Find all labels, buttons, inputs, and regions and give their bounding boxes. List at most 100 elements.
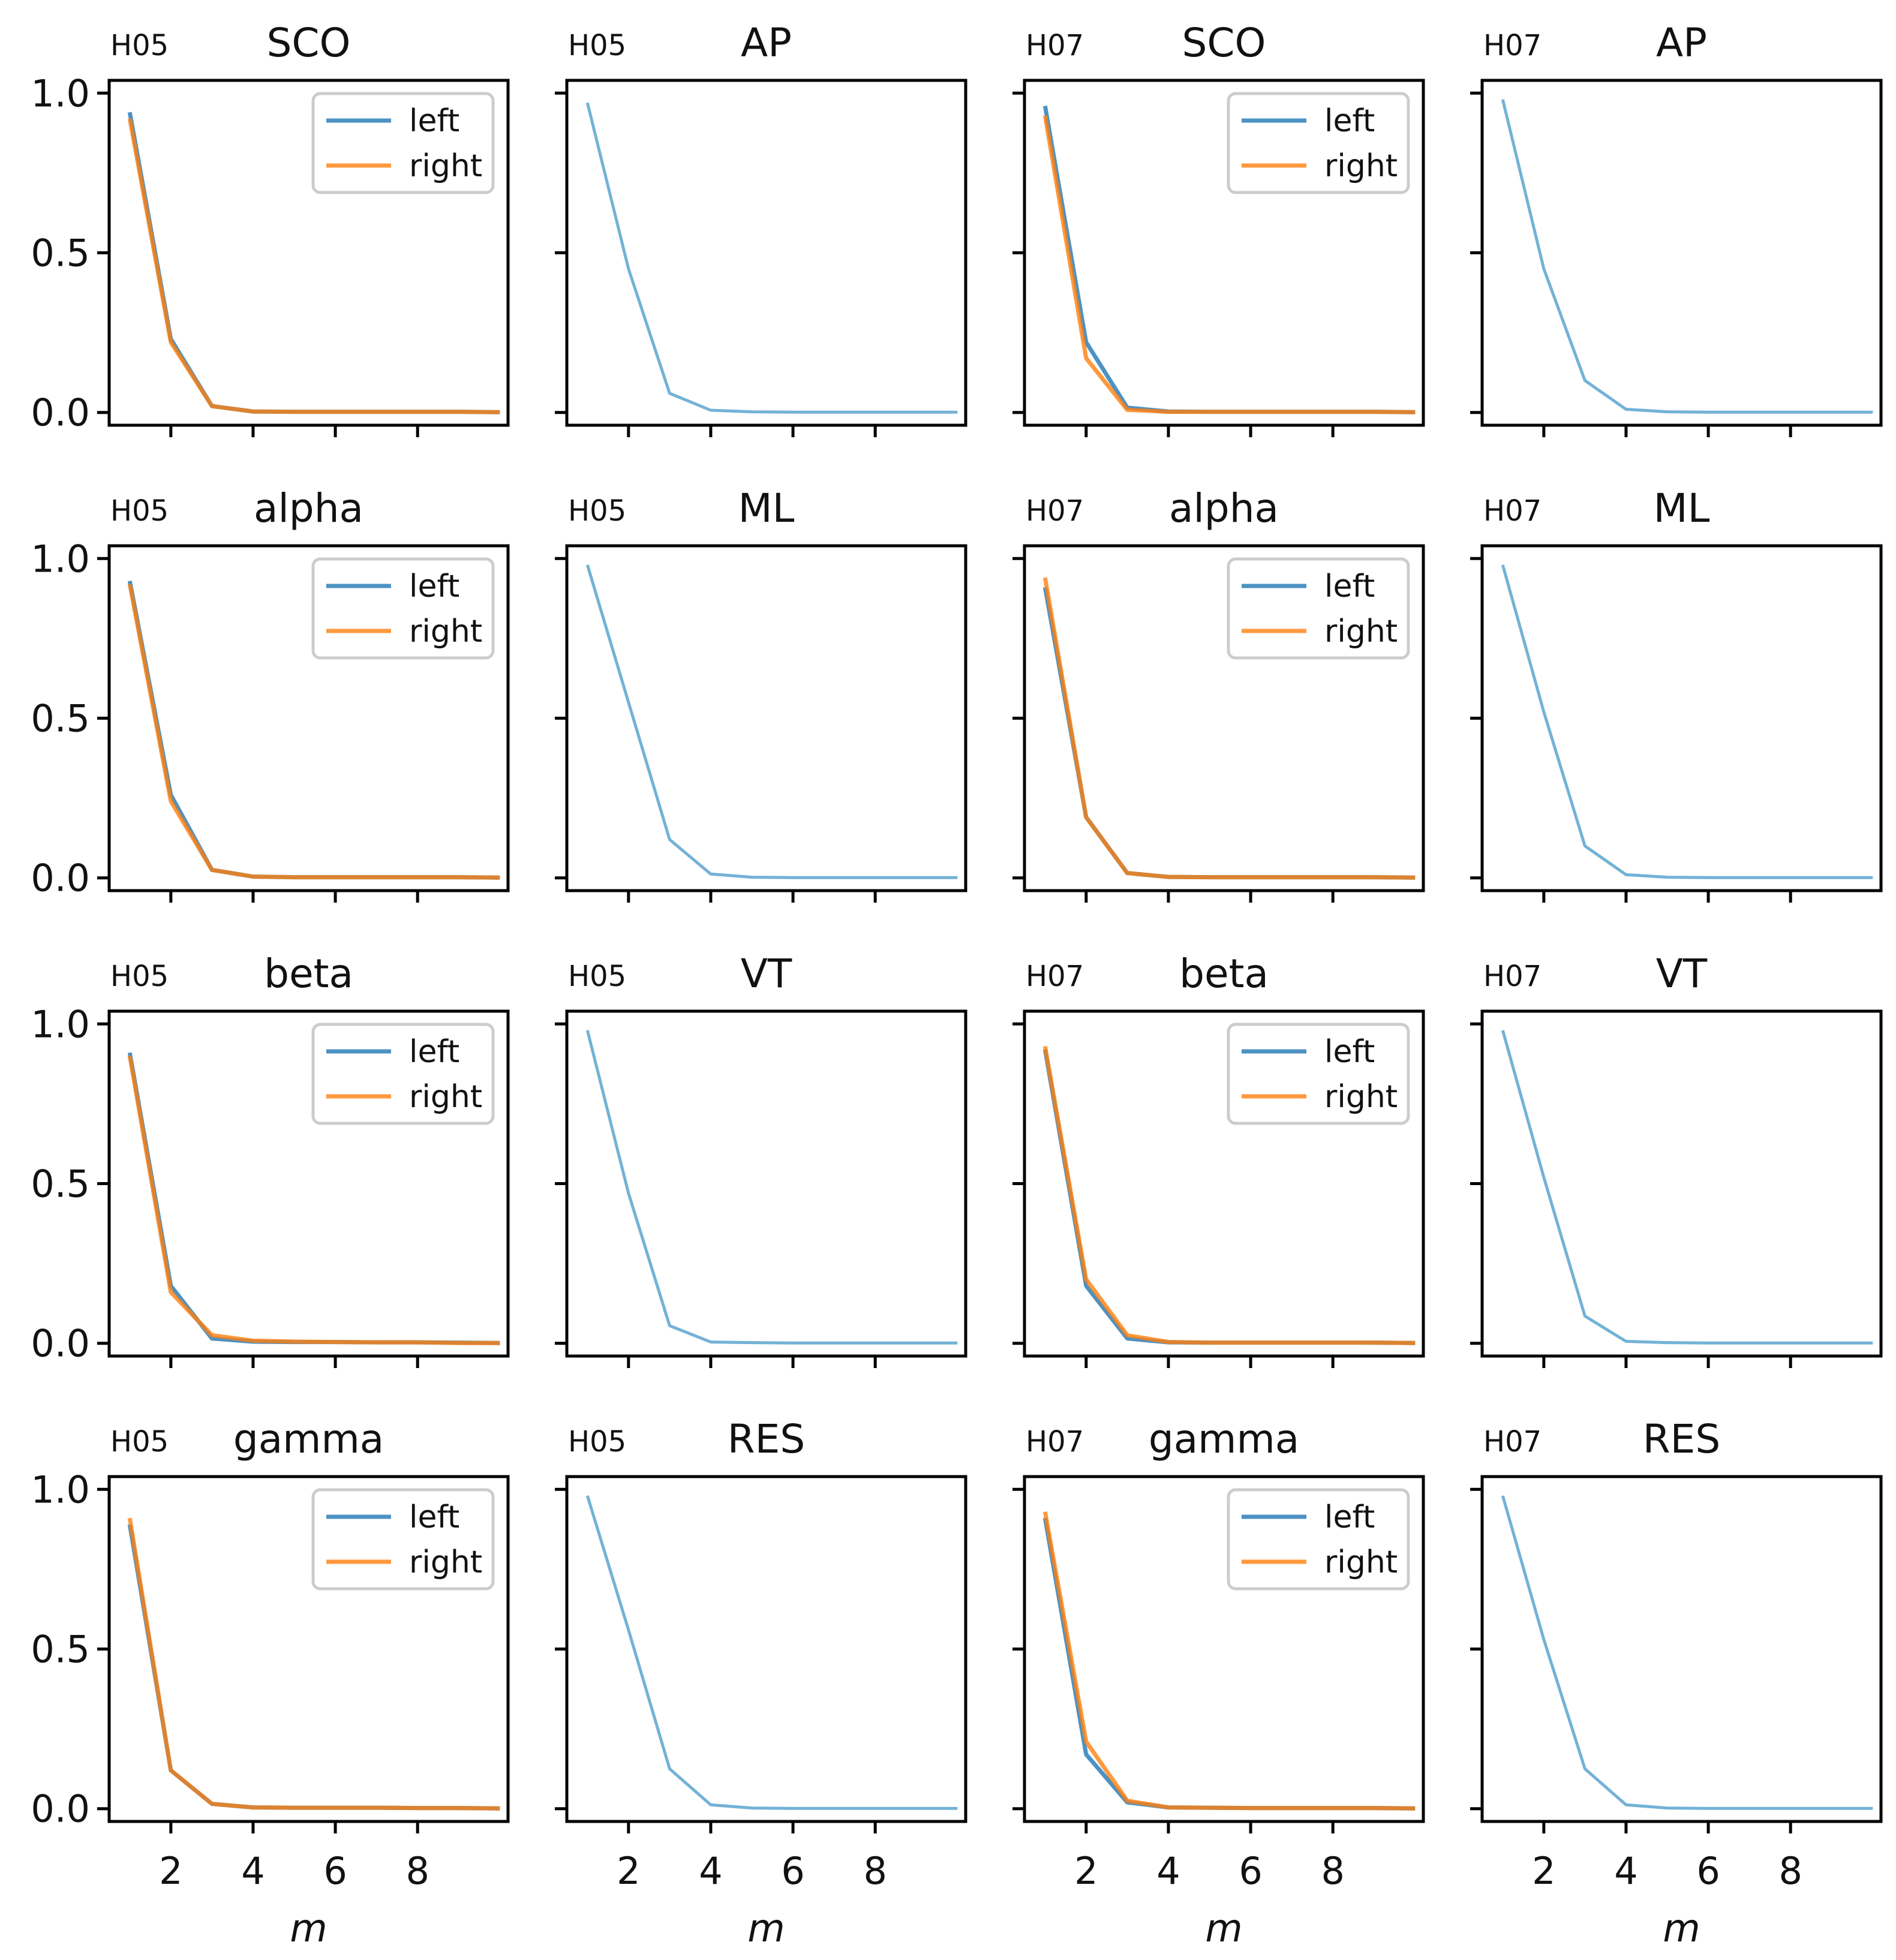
subplot-title: alpha (254, 485, 363, 531)
x-tick-label: 6 (323, 1849, 347, 1893)
y-tick-label: 1.0 (31, 71, 90, 115)
y-tick-label: 0.0 (31, 1322, 90, 1366)
y-tick-label: 0.0 (31, 1787, 90, 1831)
legend-box (1227, 1488, 1410, 1591)
subplot-prefix-label: H07 (1026, 494, 1084, 528)
series-line-value (585, 1495, 958, 1810)
legend-label-left: left (409, 1034, 459, 1070)
subplot-title: ML (1654, 485, 1710, 531)
subplot-title: SCO (1182, 20, 1266, 66)
y-tick-label: 1.0 (31, 1468, 90, 1511)
subplot-r0c3: H07 AP (1470, 20, 1883, 437)
legend-box (1227, 1023, 1410, 1125)
legend-label-left: left (1324, 1499, 1375, 1535)
x-tick-label: 4 (699, 1849, 722, 1893)
x-tick-label: 8 (1321, 1849, 1344, 1893)
x-tick-label: 8 (1778, 1849, 1802, 1893)
subplot-r1c1: H05 ML (555, 485, 967, 903)
legend: left right (1227, 557, 1410, 660)
legend-label-left: left (1324, 1034, 1375, 1070)
subplot-r3c2: H07 gamma 2 4 6 8 m left right (1012, 1416, 1425, 1951)
subplot-title: AP (741, 20, 792, 66)
x-tick-label: 6 (1239, 1849, 1262, 1893)
series-line-value (1501, 1495, 1873, 1810)
subplot-title: beta (264, 951, 353, 997)
legend-label-left: left (409, 103, 459, 139)
series-line-value (585, 102, 958, 414)
subplot-title: AP (1656, 20, 1707, 66)
legend-label-left: left (409, 1499, 459, 1535)
legend-box (311, 92, 495, 194)
y-tick-label: 1.0 (31, 1002, 90, 1046)
legend-box (311, 557, 495, 660)
plot-frame (565, 79, 967, 427)
subplot-prefix-label: H05 (568, 960, 626, 993)
y-tick-label: 0.0 (31, 856, 90, 900)
x-tick-label: 8 (863, 1849, 887, 1893)
legend: left right (311, 1488, 495, 1591)
y-tick-label: 0.0 (31, 391, 90, 435)
x-tick-label: 6 (1696, 1849, 1720, 1893)
legend-box (1227, 92, 1410, 194)
subplot-r3c0: H05 gamma 1.0 0.5 0.0 2 4 6 8 m left right (31, 1416, 510, 1951)
legend-label-left: left (1324, 569, 1375, 605)
legend: left right (311, 1023, 495, 1125)
subplot-title: VT (741, 951, 792, 997)
subplot-prefix-label: H05 (110, 29, 169, 62)
subplot-title: alpha (1169, 485, 1279, 531)
series-line-right (127, 584, 500, 880)
series-line-value (1501, 1030, 1873, 1345)
legend: left right (311, 92, 495, 194)
legend-box (311, 1488, 495, 1591)
legend-label-right: right (1324, 1544, 1398, 1580)
y-tick-label: 0.5 (31, 1162, 90, 1206)
subplot-title: gamma (233, 1416, 384, 1462)
series-line-right (1042, 115, 1416, 414)
subplot-r2c1: H05 VT (555, 951, 967, 1368)
legend-label-right: right (1324, 1079, 1398, 1115)
legend: left right (1227, 92, 1410, 194)
series-line-right (1042, 1045, 1416, 1345)
subplot-prefix-label: H05 (568, 29, 626, 62)
x-tick-label: 4 (1156, 1849, 1180, 1893)
legend-label-right: right (409, 148, 482, 184)
x-tick-label: 4 (241, 1849, 265, 1893)
x-tick-label: 2 (1532, 1849, 1555, 1893)
subplot-r2c3: H07 VT (1470, 951, 1883, 1368)
legend: left right (1227, 1023, 1410, 1125)
legend-label-right: right (409, 1079, 482, 1115)
subplot-prefix-label: H05 (110, 494, 169, 528)
series-line-right (1042, 577, 1416, 880)
series-line-value (1501, 99, 1873, 414)
legend: left right (311, 557, 495, 660)
subplot-prefix-label: H07 (1483, 494, 1542, 528)
legend: left right (1227, 1488, 1410, 1591)
series-line-right (127, 1055, 500, 1345)
x-tick-label: 2 (617, 1849, 640, 1893)
legend-label-left: left (1324, 103, 1375, 139)
y-tick-label: 0.5 (31, 1628, 90, 1672)
subplot-title: RES (728, 1416, 805, 1462)
subplot-r1c0: H05 alpha 1.0 0.5 0.0 left right (31, 485, 510, 903)
plot-frame (1480, 1009, 1883, 1358)
subplot-prefix-label: H05 (110, 960, 169, 993)
x-axis-label: m (290, 1907, 327, 1951)
legend-box (311, 1023, 495, 1125)
subplot-r1c3: H07 ML (1470, 485, 1883, 903)
plot-frame (1480, 79, 1883, 427)
series-line-right (1042, 1511, 1416, 1811)
subplot-prefix-label: H07 (1026, 1425, 1084, 1459)
subplot-prefix-label: H05 (568, 494, 626, 528)
x-tick-label: 2 (1074, 1849, 1098, 1893)
legend-label-right: right (1324, 614, 1398, 650)
subplot-prefix-label: H07 (1026, 29, 1084, 62)
y-tick-label: 0.5 (31, 697, 90, 741)
legend-label-right: right (1324, 148, 1398, 184)
x-axis-label: m (747, 1907, 785, 1951)
x-tick-label: 8 (405, 1849, 429, 1893)
x-tick-label: 2 (159, 1849, 182, 1893)
subplot-r3c3: H07 RES 2 4 6 8 m (1470, 1416, 1883, 1951)
subplot-prefix-label: H05 (110, 1425, 169, 1459)
x-axis-label: m (1205, 1907, 1242, 1951)
subplot-r0c1: H05 AP (555, 20, 967, 437)
